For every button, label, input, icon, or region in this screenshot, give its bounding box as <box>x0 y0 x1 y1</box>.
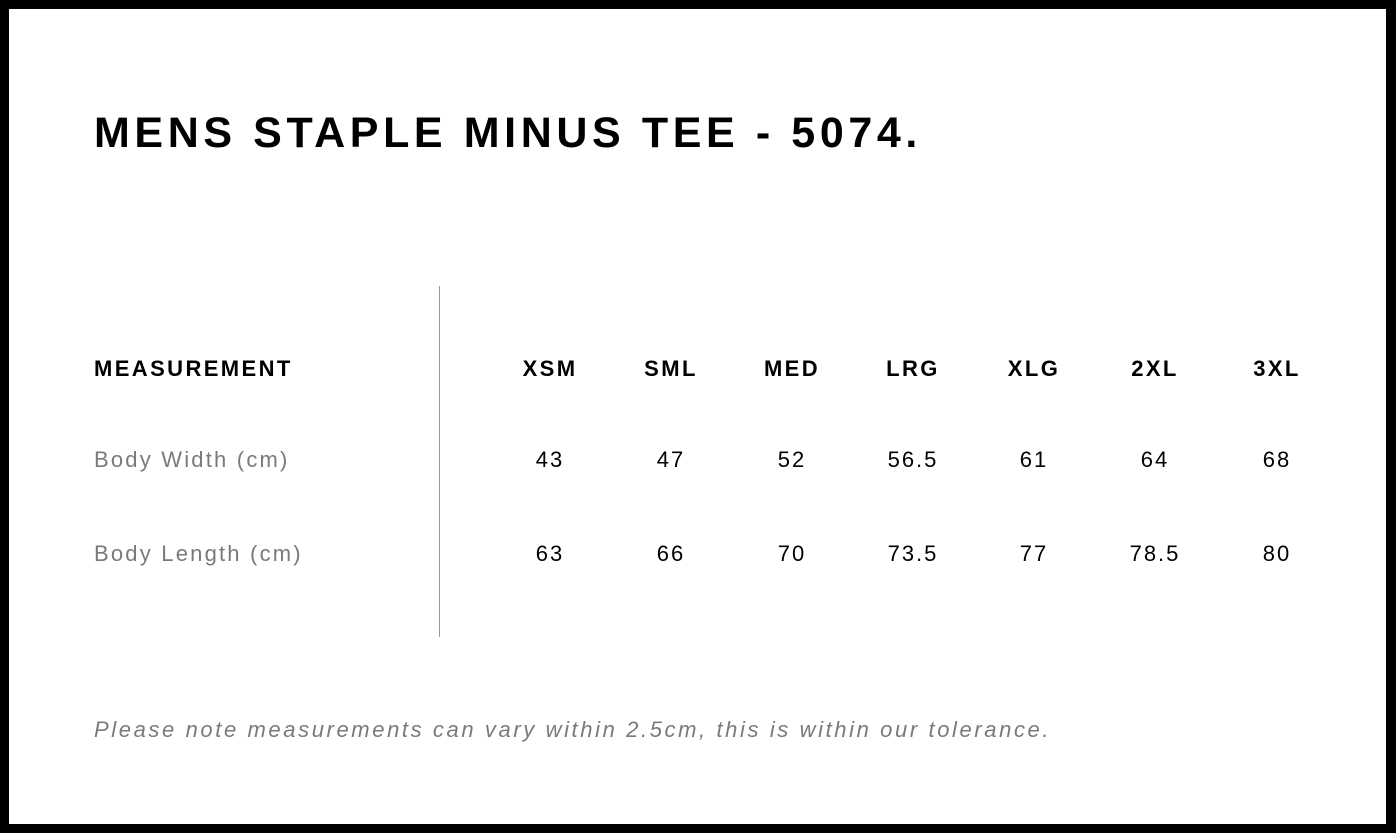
table-cell: 66 <box>656 541 686 566</box>
table-cell: 63 <box>535 541 565 566</box>
table-cell: 80 <box>1262 541 1292 566</box>
header-size: 3XL <box>1253 356 1301 381</box>
table-cell: 61 <box>1019 447 1049 472</box>
table-cell: 43 <box>535 447 565 472</box>
header-measurement: MEASUREMENT <box>94 356 293 381</box>
column-divider <box>439 286 440 637</box>
tolerance-note: Please note measurements can vary within… <box>94 717 1052 742</box>
header-size: XLG <box>1007 356 1061 381</box>
table-cell: 64 <box>1140 447 1170 472</box>
table-cell: 77 <box>1019 541 1049 566</box>
header-size: MED <box>763 356 821 381</box>
row-label: Body Width (cm) <box>94 447 290 472</box>
header-size: LRG <box>886 356 940 381</box>
header-size: SML <box>644 356 698 381</box>
size-chart-card: MENS STAPLE MINUS TEE - 5074. MEASUREMEN… <box>9 9 1386 824</box>
header-size: XSM <box>522 356 578 381</box>
table-cell: 78.5 <box>1129 541 1181 566</box>
table-cell: 52 <box>777 447 807 472</box>
page-title: MENS STAPLE MINUS TEE - 5074. <box>94 109 922 157</box>
table-cell: 70 <box>777 541 807 566</box>
row-label: Body Length (cm) <box>94 541 303 566</box>
table-cell: 56.5 <box>887 447 939 472</box>
table-cell: 47 <box>656 447 686 472</box>
table-cell: 73.5 <box>887 541 939 566</box>
table-cell: 68 <box>1262 447 1292 472</box>
header-size: 2XL <box>1131 356 1179 381</box>
